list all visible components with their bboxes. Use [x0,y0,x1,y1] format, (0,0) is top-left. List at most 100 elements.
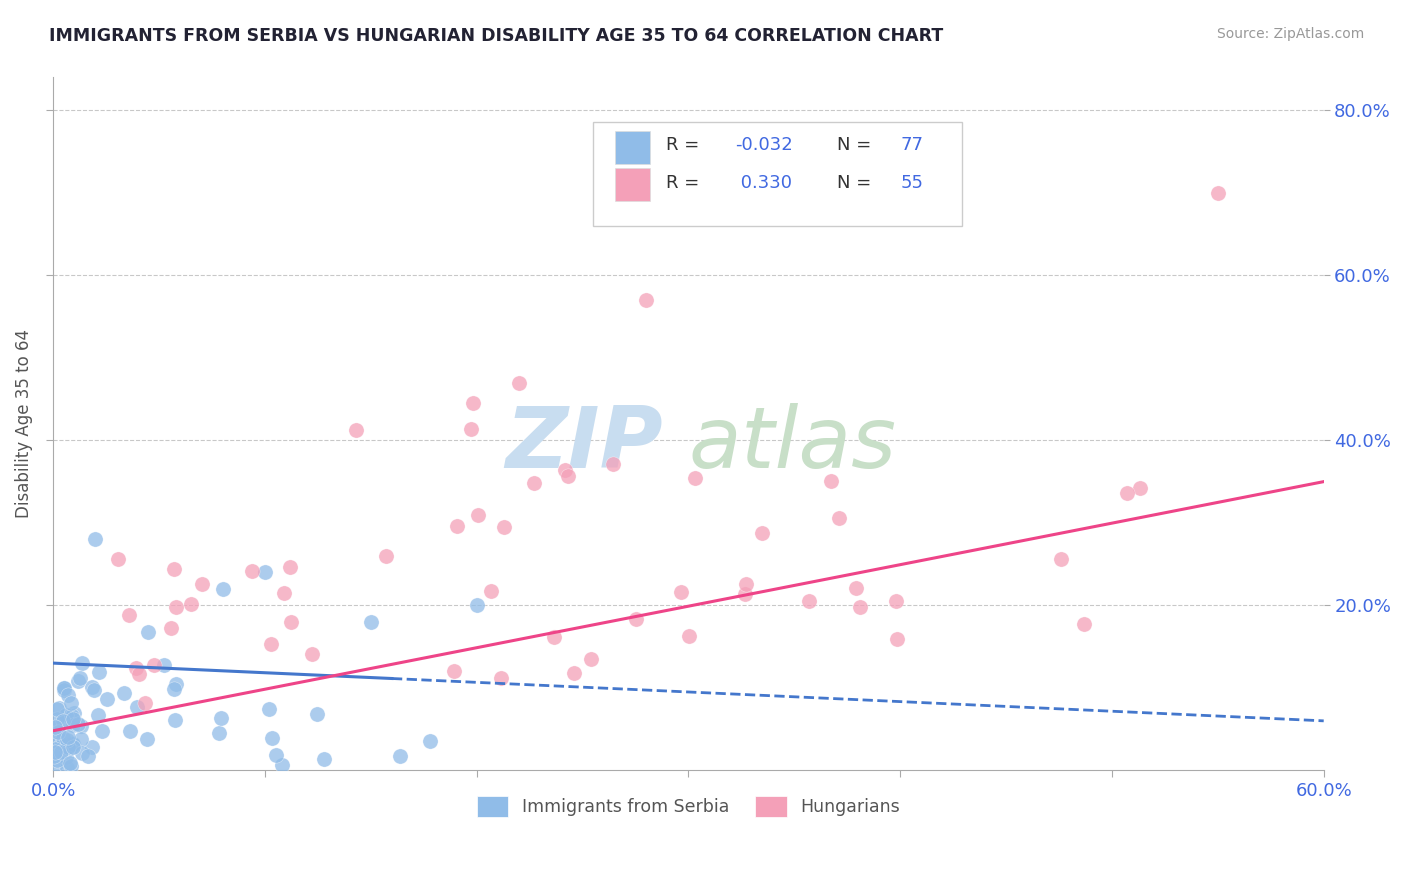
Point [56,761,79,775]
Point [83,683,105,698]
Point [45,727,67,741]
Point [360,615,382,629]
Point [375,549,398,563]
Text: 77: 77 [901,136,924,154]
Point [45,701,67,715]
Point [636,293,658,308]
FancyBboxPatch shape [614,131,651,164]
Point [62,737,84,751]
Point [52,714,75,729]
Point [849,600,872,615]
Point [107,552,129,566]
Point [314,752,336,766]
Point [60,696,83,710]
Point [845,581,868,595]
Point [602,457,624,471]
Point [579,651,602,665]
Point [82,740,104,755]
Text: R =: R = [665,136,704,154]
Point [751,526,773,541]
Point [87,708,110,723]
Point [134,696,156,710]
Point [42,748,65,763]
Point [66,717,89,731]
Point [463,396,485,410]
Point [260,731,283,745]
Point [446,518,468,533]
Point [59,739,82,754]
Point [58,730,80,744]
Point [52,682,75,697]
Y-axis label: Disability Age 35 to 64: Disability Age 35 to 64 [15,329,32,518]
Point [166,677,188,691]
Point [460,422,482,436]
Point [419,734,441,748]
Point [125,661,148,675]
Point [280,615,302,630]
Point [46,725,69,739]
Text: -0.032: -0.032 [735,136,793,154]
Text: N =: N = [837,174,877,192]
Point [240,564,263,578]
Legend: Immigrants from Serbia, Hungarians: Immigrants from Serbia, Hungarians [470,789,907,824]
Point [118,724,141,739]
Point [253,566,276,580]
Point [60,708,83,723]
Point [90,724,112,739]
Point [208,726,231,740]
Point [1206,186,1229,200]
Point [58,740,80,755]
Point [44,741,66,756]
Point [153,657,176,672]
Point [62,739,84,754]
Point [70,656,93,670]
Point [55,708,77,723]
Point [136,625,159,640]
Point [58,688,80,702]
Point [135,732,157,747]
Point [734,587,756,601]
Point [56,732,79,747]
Point [77,749,100,764]
Point [1050,552,1073,566]
Point [45,753,67,767]
Point [163,682,186,697]
Point [69,671,91,685]
Point [190,577,212,591]
Point [70,746,93,760]
Point [554,463,576,477]
Point [48,701,70,715]
Point [683,471,706,485]
Point [84,533,107,547]
Point [491,671,513,685]
Point [543,630,565,644]
Point [52,681,75,695]
Text: 0.330: 0.330 [735,174,793,192]
Point [273,586,295,600]
Point [886,632,908,647]
Point [523,476,546,491]
Point [44,744,66,758]
Text: 55: 55 [901,174,924,192]
Point [1073,617,1095,632]
Point [344,423,367,437]
Point [165,714,187,728]
Point [80,680,103,694]
Point [59,759,82,773]
Text: atlas: atlas [689,403,897,486]
Point [128,667,150,681]
Text: IMMIGRANTS FROM SERBIA VS HUNGARIAN DISABILITY AGE 35 TO 64 CORRELATION CHART: IMMIGRANTS FROM SERBIA VS HUNGARIAN DISA… [49,27,943,45]
Point [46,712,69,726]
Point [66,673,89,688]
Point [49,738,72,752]
FancyBboxPatch shape [614,168,651,201]
Point [180,597,202,611]
Point [1116,486,1139,500]
Point [562,665,585,680]
Point [62,712,84,726]
Point [389,749,412,764]
Point [143,657,166,672]
Point [557,469,579,483]
Point [96,692,118,706]
Point [53,681,76,695]
